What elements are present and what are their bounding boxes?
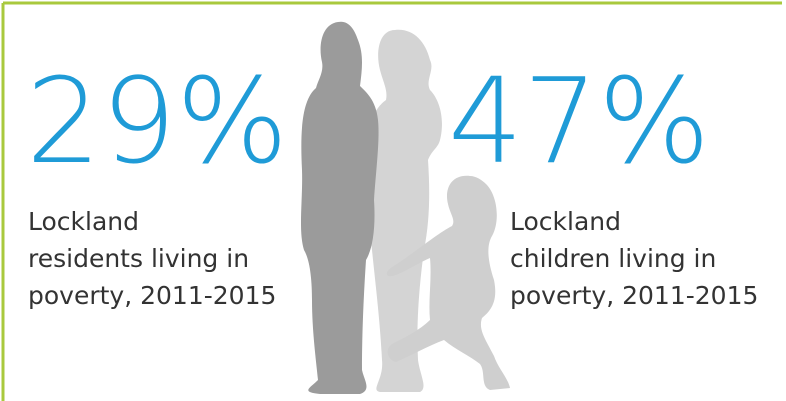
man-silhouette [300,21,379,394]
stat-value: 47% [448,52,710,190]
stat-value: 29% [26,52,288,190]
stat-label-line: children living in [510,244,716,273]
woman-silhouette [368,29,442,392]
stat-label-line: Lockland [28,207,139,236]
stat-label-line: residents living in [28,244,249,273]
stat-label-line: poverty, 2011-2015 [510,281,758,310]
stat-label-line: Lockland [510,207,621,236]
stat-label-line: poverty, 2011-2015 [28,281,276,310]
girl-silhouette [386,175,510,390]
